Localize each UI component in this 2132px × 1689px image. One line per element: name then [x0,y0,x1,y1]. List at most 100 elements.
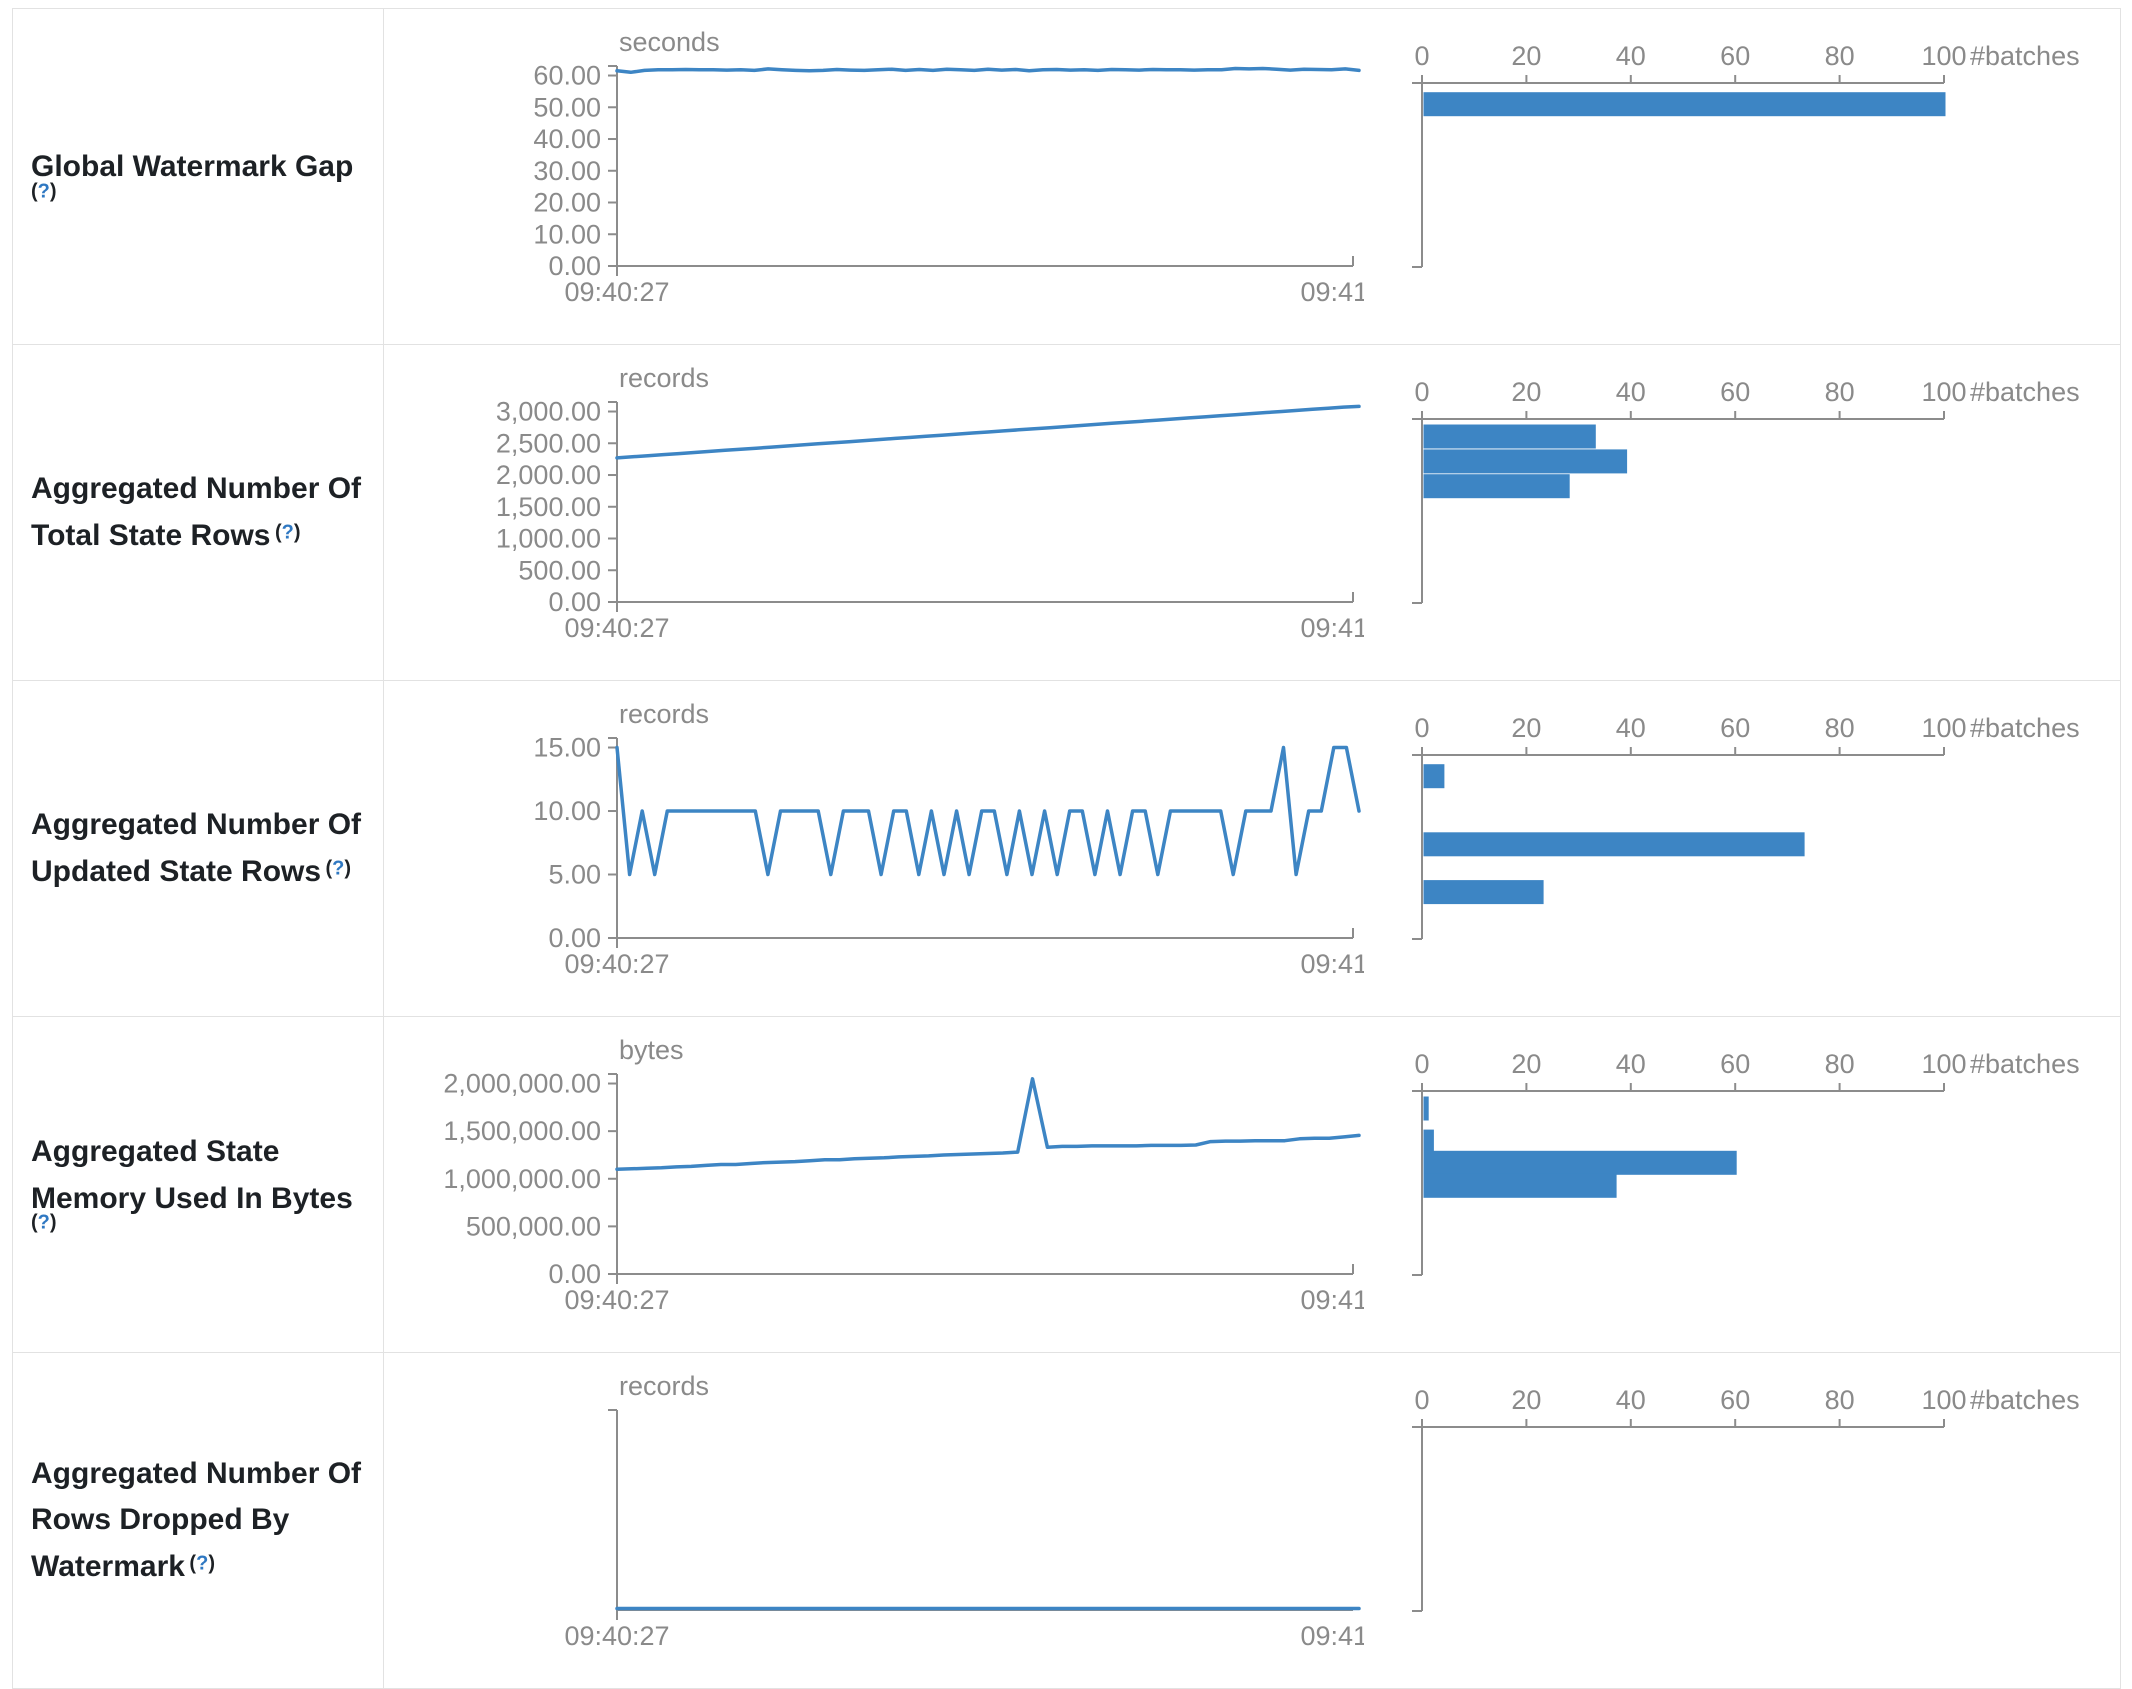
y-tick-label: 2,000.00 [496,460,601,490]
help-paren-close: ) [293,521,301,544]
help-badge: (?) [189,1552,215,1574]
histogram-tick-label: 0 [1414,377,1429,407]
histogram-tick-label: 60 [1720,713,1750,743]
y-tick-label: 500.00 [518,555,601,585]
y-tick-label: 10.00 [533,796,601,826]
y-tick-label: 500,000.00 [466,1211,601,1241]
help-paren-open: ( [274,521,282,544]
unit-label: seconds [619,27,720,57]
histogram-tick-label: 100 [1921,1049,1966,1079]
x-start-label: 09:40:27 [564,613,669,643]
charts-container: bytes 0.00 500,000.00 1,000,000.00 1,500,000… [384,1017,2120,1352]
histogram-bar [1423,424,1596,449]
metric-row: Aggregated State Memory Used In Bytes (?… [12,1016,2121,1353]
histogram-tick-label: 40 [1616,41,1646,71]
y-tick-label: 0.00 [548,587,601,617]
x-end-label: 09:41:56 [1300,1621,1364,1651]
metric-charts-cell: records 0.00 500.00 1,000.00 1,500.00 2,000.0… [383,344,2121,681]
timeline-series-line [615,745,1361,877]
x-start-label: 09:40:27 [564,1285,669,1315]
metric-row: Global Watermark Gap (?) seconds 0.00 10.00… [12,8,2121,345]
timeline-series-line [615,1077,1361,1171]
y-tick-label: 1,500,000.00 [443,1116,601,1146]
histogram-bar [1423,1096,1429,1121]
metric-row: Aggregated Number Of Total State Rows (?… [12,344,2121,681]
x-end-label: 09:41:56 [1300,613,1364,643]
y-tick-label: 2,500.00 [496,428,601,458]
metrics-table-body: Global Watermark Gap (?) seconds 0.00 10.00… [12,8,2121,1689]
metric-charts-cell: records 09:40:27 09:41:56 0 20 40 60 80 100#batc… [383,1352,2121,1689]
timeline-chart: bytes 0.00 500,000.00 1,000,000.00 1,500,000… [443,1035,1364,1315]
y-tick-label: 20.00 [533,188,601,218]
charts-container: seconds 0.00 10.00 20.00 30.00 40.00 50.00 60.0… [384,9,2120,344]
help-link[interactable]: ? [37,1211,50,1234]
histogram-tick-label: 20 [1511,713,1541,743]
help-link[interactable]: ? [332,857,345,880]
histogram-chart: 0 20 40 60 80 100 #batches [1412,1049,2080,1276]
histogram-tick-label: 80 [1825,41,1855,71]
y-tick-label: 1,000,000.00 [443,1164,601,1194]
metric-label: Aggregated Number Of Updated State Rows [31,808,362,888]
help-paren-open: ( [31,1211,38,1234]
help-link[interactable]: ? [196,1552,209,1575]
x-start-label: 09:40:27 [564,949,669,979]
histogram-tick-label: 0 [1414,713,1429,743]
y-tick-label: 0.00 [548,1259,601,1289]
x-end-label: 09:41:56 [1300,277,1364,307]
help-badge: (?) [31,1212,57,1234]
histogram-bar [1423,832,1805,857]
x-end-label: 09:41:56 [1300,1285,1364,1315]
help-link[interactable]: ? [37,180,50,203]
histogram-chart: 0 20 40 60 80 100 #batches [1412,1385,2080,1612]
x-end-label: 09:41:56 [1300,949,1364,979]
histogram-tick-label: 100 [1921,41,1966,71]
help-paren-open: ( [189,1552,197,1575]
histogram-chart: 0 20 40 60 80 100 #batches [1412,41,2080,268]
timeline-series-line [615,66,1361,75]
histogram-tick-label: 100 [1921,713,1966,743]
help-badge: (?) [31,180,57,202]
metric-label: Aggregated Number Of Rows Dropped By Wat… [31,1456,362,1583]
histogram-tick-label: 20 [1511,1049,1541,1079]
charts-container: records 0.00 500.00 1,000.00 1,500.00 2,000.0… [384,345,2120,680]
histogram-tick-label: 60 [1720,41,1750,71]
timeline-chart: records 0.00 5.00 10.00 15.00 09:40:27 09:41:5… [533,699,1364,979]
histogram-bar [1423,1129,1434,1154]
charts-container: records 0.00 5.00 10.00 15.00 09:40:27 09:41:5… [384,681,2120,1016]
batches-axis-label: #batches [1970,1385,2080,1415]
histogram-chart: 0 20 40 60 80 100 #batches [1412,377,2080,604]
help-badge: (?) [326,857,352,879]
histogram-bar [1423,92,1946,117]
histogram-tick-label: 80 [1825,1385,1855,1415]
help-paren-open: ( [31,180,38,203]
help-link[interactable]: ? [281,521,294,544]
y-tick-label: 30.00 [533,156,601,186]
metric-row: Aggregated Number Of Rows Dropped By Wat… [12,1352,2121,1689]
batches-axis-label: #batches [1970,1049,2080,1079]
histogram-tick-label: 0 [1414,1385,1429,1415]
unit-label: records [619,1371,709,1401]
histogram-tick-label: 40 [1616,713,1646,743]
unit-label: records [619,699,709,729]
help-badge: (?) [275,521,301,543]
metric-label-cell: Aggregated Number Of Rows Dropped By Wat… [12,1352,384,1689]
y-tick-label: 1,000.00 [496,524,601,554]
help-paren-close: ) [49,180,57,203]
histogram-tick-label: 40 [1616,1385,1646,1415]
histogram-tick-label: 80 [1825,713,1855,743]
histogram-tick-label: 0 [1414,41,1429,71]
y-tick-label: 5.00 [548,860,601,890]
y-tick-label: 0.00 [548,923,601,953]
y-tick-label: 60.00 [533,61,601,91]
histogram-bar [1423,764,1445,789]
histogram-tick-label: 60 [1720,377,1750,407]
metric-charts-cell: bytes 0.00 500,000.00 1,000,000.00 1,500,000… [383,1016,2121,1353]
histogram-tick-label: 20 [1511,41,1541,71]
histogram-bar [1423,1150,1737,1175]
metric-label: Global Watermark Gap [31,150,354,184]
metric-charts-cell: records 0.00 5.00 10.00 15.00 09:40:27 09:41:5… [383,680,2121,1017]
timeline-chart: seconds 0.0010.0020.0030.0040.0050.0060.0… [533,27,1364,307]
metric-label: Aggregated State Memory Used In Bytes [31,1135,353,1215]
histogram-tick-label: 20 [1511,377,1541,407]
y-tick-label: 50.00 [533,92,601,122]
